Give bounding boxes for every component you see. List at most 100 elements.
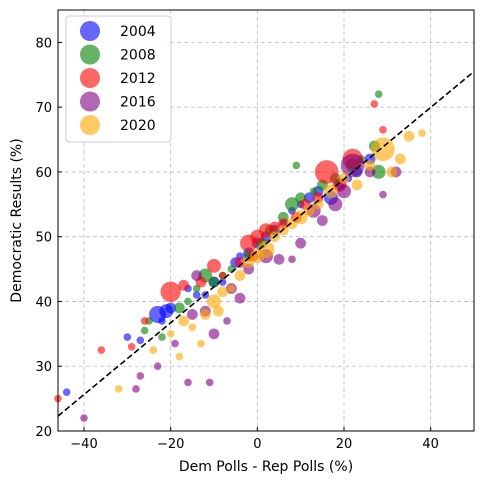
data-point (217, 286, 229, 298)
data-point (208, 276, 220, 288)
data-point (184, 297, 192, 306)
legend-marker (80, 91, 100, 112)
data-point (227, 284, 236, 293)
data-points (54, 90, 426, 422)
data-point (288, 255, 296, 264)
series-2020 (114, 129, 426, 393)
data-point (328, 197, 343, 212)
y-axis-label: Democratic Results (%) (9, 138, 25, 302)
data-point (62, 388, 71, 396)
data-point (295, 237, 307, 249)
legend-marker (80, 115, 100, 135)
data-point (316, 215, 328, 226)
y-tick-label: 60 (35, 166, 52, 181)
data-point (324, 184, 338, 199)
data-point (371, 137, 395, 162)
data-point (234, 270, 246, 281)
x-tick-label: 0 (253, 437, 261, 452)
data-point (158, 333, 166, 341)
data-point (136, 372, 145, 380)
data-point (165, 302, 177, 314)
data-point (149, 346, 158, 354)
data-point (379, 190, 387, 199)
fit-line-group (57, 70, 475, 417)
legend-label: 2012 (120, 71, 156, 87)
data-point (199, 309, 211, 320)
data-point (188, 323, 197, 332)
data-point (394, 153, 406, 165)
data-point (403, 130, 415, 142)
legend-marker (80, 44, 100, 65)
data-point (303, 205, 315, 217)
data-point (173, 302, 185, 314)
y-tick-label: 70 (35, 101, 52, 116)
y-tick-label: 30 (35, 360, 52, 375)
data-point (285, 197, 299, 212)
data-point (186, 309, 198, 320)
axis-ticks: −40 −20 0 20 40 20 30 40 50 60 70 80 (35, 36, 438, 452)
data-point (293, 210, 308, 225)
data-point (364, 160, 376, 171)
data-point (160, 281, 181, 302)
fit-line (57, 70, 475, 417)
x-tick-label: 40 (422, 437, 439, 452)
data-point (208, 328, 220, 340)
data-point (140, 317, 149, 325)
data-point (192, 291, 201, 299)
data-point (374, 90, 383, 98)
plot-frame (57, 9, 475, 432)
y-tick-label: 50 (35, 231, 52, 246)
data-point (379, 126, 387, 134)
data-point (218, 278, 227, 286)
legend-label: 2008 (120, 48, 156, 64)
data-point (312, 198, 324, 210)
data-point (207, 294, 221, 309)
data-point (175, 352, 184, 361)
x-axis-label: Dem Polls - Rep Polls (%) (179, 459, 353, 475)
data-point (171, 339, 179, 348)
data-point (337, 184, 351, 199)
legend-label: 2004 (120, 24, 156, 40)
data-point (269, 221, 281, 233)
data-point (114, 385, 123, 393)
data-point (178, 315, 190, 327)
data-point (197, 339, 205, 348)
legend: 2004 2008 2012 2016 2020 (65, 15, 172, 143)
data-point (386, 166, 398, 178)
data-point (153, 362, 162, 371)
data-point (212, 305, 224, 317)
data-point (292, 161, 301, 170)
legend-label: 2016 (120, 95, 156, 111)
data-point (178, 279, 190, 291)
data-point (257, 241, 275, 259)
data-point (371, 164, 386, 179)
data-point (418, 129, 426, 137)
data-point (191, 270, 203, 281)
data-point (136, 336, 145, 345)
data-point (123, 333, 132, 341)
data-point (234, 292, 246, 304)
data-point (207, 258, 221, 273)
x-tick-label: −20 (157, 437, 184, 452)
y-tick-label: 20 (35, 425, 52, 440)
data-point (132, 385, 140, 393)
legend-label: 2020 (120, 118, 156, 134)
data-point (97, 346, 106, 354)
data-point (370, 100, 379, 108)
y-tick-label: 40 (35, 295, 52, 310)
legend-marker (80, 68, 100, 88)
data-point (340, 153, 365, 178)
data-point (351, 179, 363, 191)
grid-lines (58, 10, 474, 432)
data-point (205, 378, 214, 387)
legend-marker (80, 21, 100, 41)
data-point (127, 343, 136, 351)
data-point (273, 253, 285, 265)
data-point (140, 326, 149, 335)
data-point (314, 160, 339, 184)
data-point (234, 257, 246, 268)
x-tick-label: −40 (70, 437, 97, 452)
data-point (184, 378, 192, 387)
y-tick-label: 80 (35, 36, 52, 51)
